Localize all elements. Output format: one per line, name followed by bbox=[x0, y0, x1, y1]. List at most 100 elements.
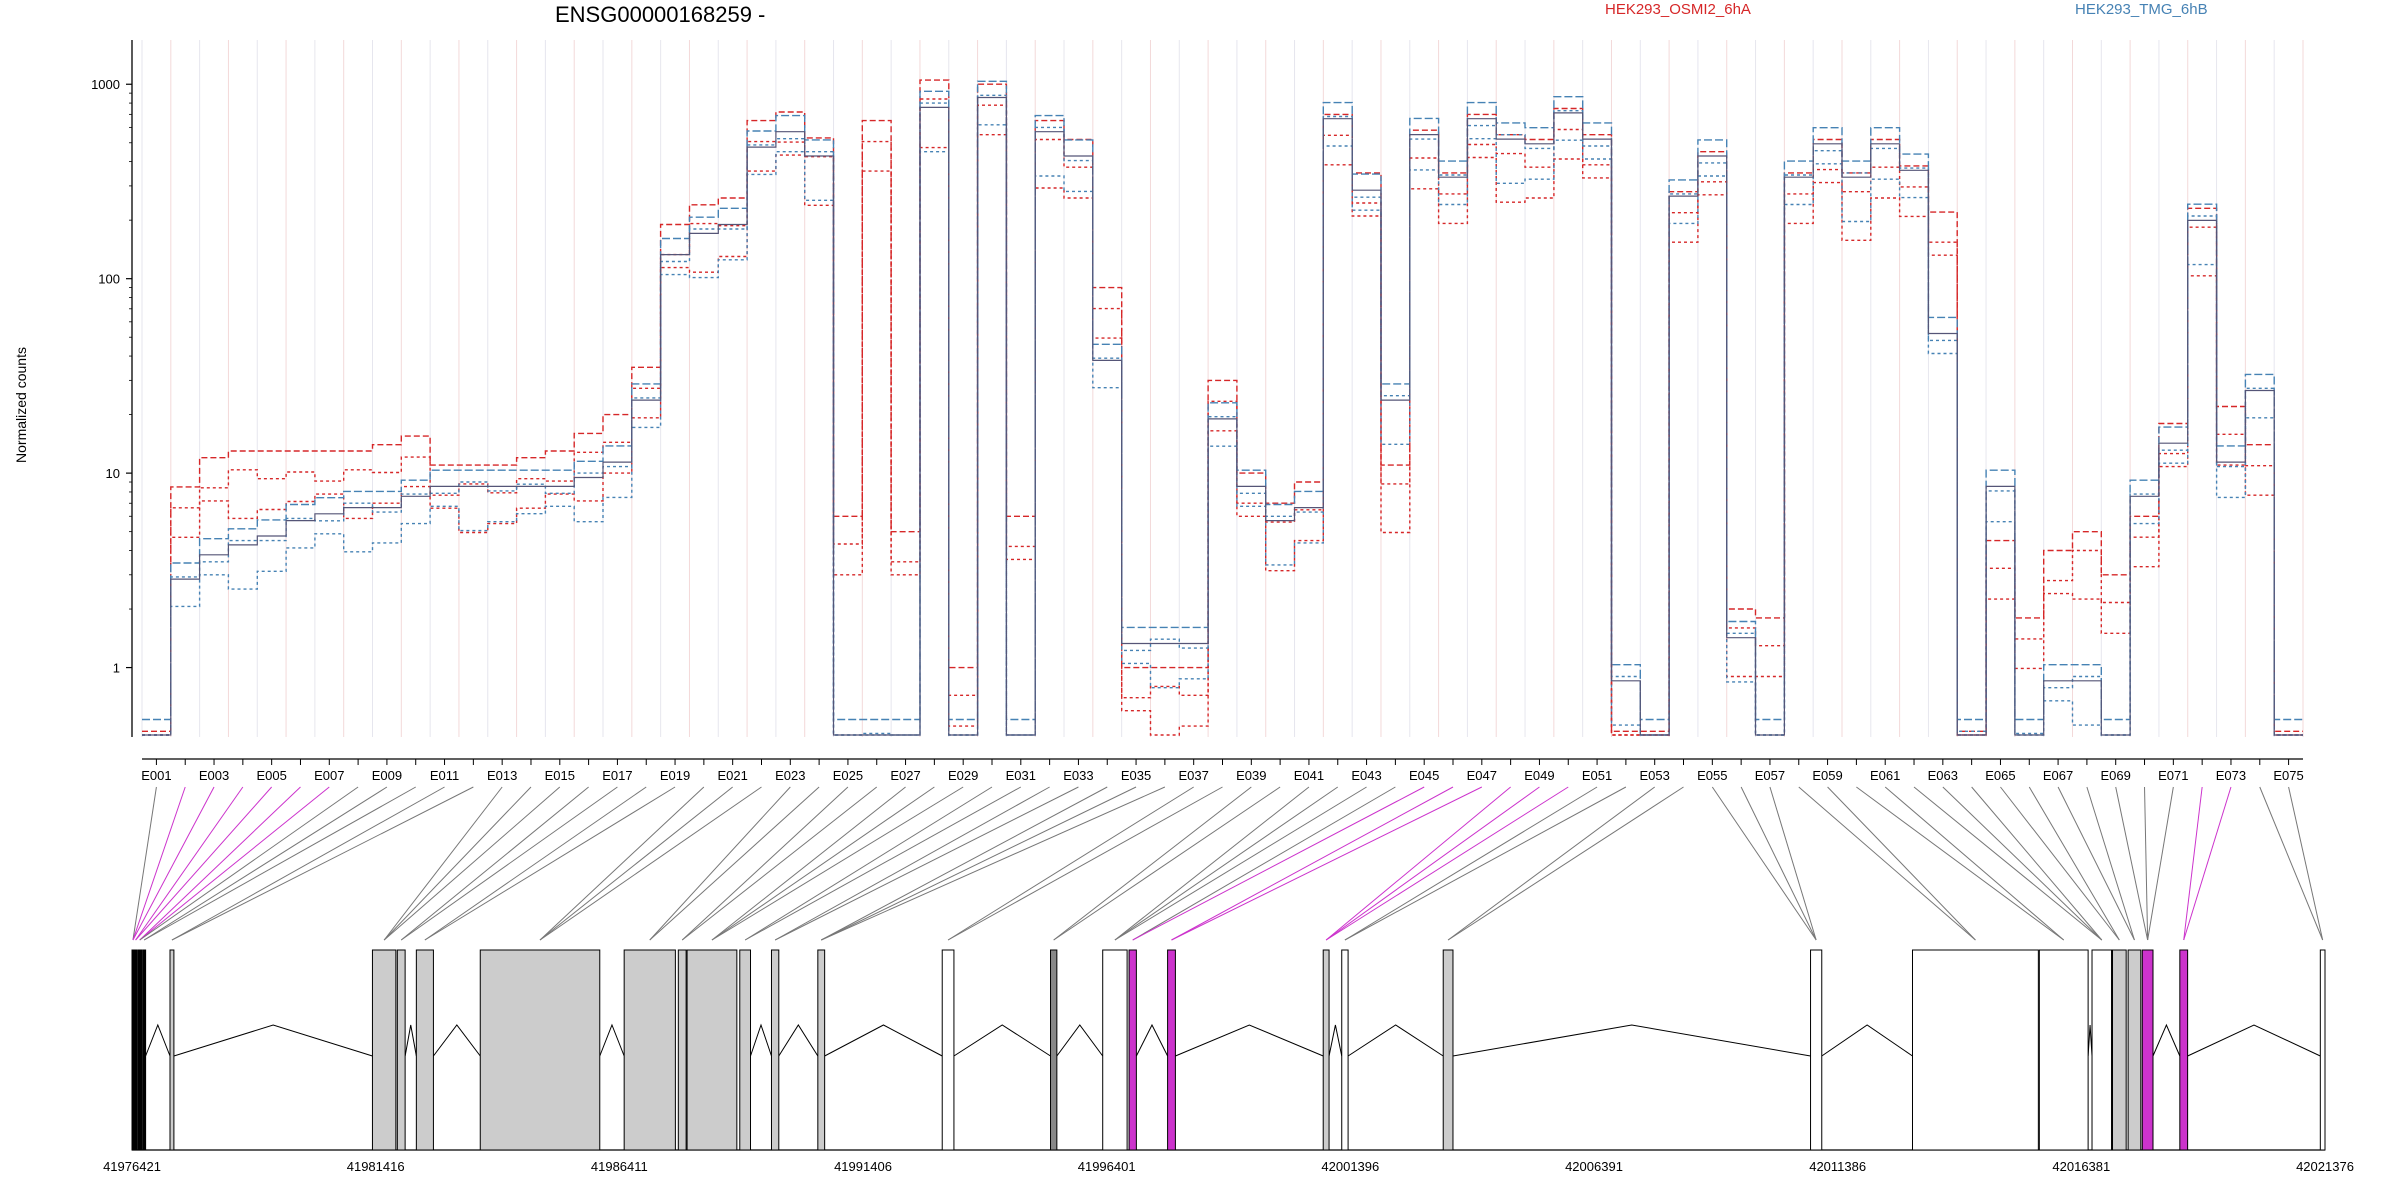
exon-connector bbox=[1325, 786, 1569, 941]
exon-connector bbox=[539, 786, 705, 941]
exon-connector bbox=[681, 786, 878, 941]
exon-connector bbox=[2183, 786, 2232, 941]
exon-tick-label: E003 bbox=[199, 768, 229, 783]
exon-connector bbox=[383, 786, 561, 941]
exon-tick-label: E019 bbox=[660, 768, 690, 783]
exon-box bbox=[142, 949, 147, 1151]
exon-tick-label: E061 bbox=[1870, 768, 1900, 783]
exon-connector bbox=[139, 786, 359, 941]
genomic-coordinate-label: 42021376 bbox=[2296, 1159, 2354, 1174]
exon-connector bbox=[132, 786, 186, 941]
intron-line bbox=[1175, 1024, 1324, 1057]
exon-tick-label: E007 bbox=[314, 768, 344, 783]
exon-connector bbox=[1740, 786, 1817, 941]
exon-box bbox=[677, 949, 687, 1151]
genomic-coordinate-label: 42016381 bbox=[2052, 1159, 2110, 1174]
exon-connector bbox=[1447, 786, 1684, 941]
exon-box bbox=[133, 949, 138, 1151]
intron-line bbox=[1135, 1023, 1169, 1057]
exon-tick-label: E013 bbox=[487, 768, 517, 783]
exon-tick-label: E021 bbox=[717, 768, 747, 783]
chart-title: ENSG00000168259 - bbox=[555, 2, 765, 27]
y-tick-label: 1 bbox=[113, 661, 120, 676]
exon-connector bbox=[1325, 786, 1540, 941]
genomic-coordinate-label: 41976421 bbox=[103, 1159, 161, 1174]
exon-tick-label: E001 bbox=[141, 768, 171, 783]
exon-box bbox=[1442, 949, 1454, 1151]
exon-tick-label: E031 bbox=[1006, 768, 1036, 783]
series-line-osmi2 bbox=[142, 134, 2303, 736]
exon-tick-label: E045 bbox=[1409, 768, 1439, 783]
exon-connector bbox=[947, 786, 1223, 941]
exon-connector bbox=[132, 786, 215, 941]
exon-box bbox=[686, 949, 738, 1151]
exon-box bbox=[817, 949, 826, 1151]
exon-connector bbox=[947, 786, 1194, 941]
exon-tick-label: E015 bbox=[545, 768, 575, 783]
exon-tick-label: E057 bbox=[1755, 768, 1785, 783]
exon-connector bbox=[1171, 786, 1483, 941]
genomic-coordinate-label: 41986411 bbox=[591, 1159, 648, 1174]
exon-tick-label: E067 bbox=[2043, 768, 2073, 783]
exon-connector bbox=[400, 786, 589, 941]
intron-line bbox=[404, 1024, 417, 1057]
exon-tick-label: E017 bbox=[602, 768, 632, 783]
exon-tick-label: E063 bbox=[1928, 768, 1958, 783]
legend-entry-osmi2[interactable]: HEK293_OSMI2_6hA bbox=[1605, 1, 1751, 18]
exon-box bbox=[371, 949, 397, 1151]
exon-connector bbox=[711, 786, 964, 941]
exon-tick-label: E035 bbox=[1121, 768, 1151, 783]
exon-box bbox=[1810, 949, 1823, 1151]
exon-connector bbox=[143, 786, 416, 941]
exon-box bbox=[2038, 949, 2089, 1151]
legend-entry-tmg[interactable]: HEK293_TMG_6hB bbox=[2075, 1, 2208, 18]
exon-box bbox=[1341, 949, 1349, 1151]
exon-connector bbox=[1114, 786, 1339, 941]
series-line-tmg bbox=[142, 94, 2303, 736]
y-tick-label: 10 bbox=[106, 466, 120, 481]
exon-box bbox=[415, 949, 434, 1151]
exon-connector bbox=[1447, 786, 1655, 941]
exon-tick-label: E023 bbox=[775, 768, 805, 783]
exon-connector bbox=[1053, 786, 1252, 941]
exon-tick-label: E027 bbox=[890, 768, 920, 783]
exon-connector bbox=[171, 786, 445, 941]
exon-box bbox=[623, 949, 676, 1151]
exon-box bbox=[2127, 949, 2142, 1151]
exon-connector bbox=[1769, 786, 1817, 941]
exon-tick-label: E041 bbox=[1294, 768, 1324, 783]
exon-connector bbox=[400, 786, 618, 941]
exon-connector bbox=[681, 786, 849, 941]
intron-line bbox=[1821, 1024, 1913, 1057]
exon-connector bbox=[1856, 786, 2065, 941]
series-lines bbox=[142, 79, 2303, 736]
series-line-tmg bbox=[142, 80, 2303, 721]
exon-box bbox=[1102, 949, 1128, 1151]
exon-tick-label: E053 bbox=[1640, 768, 1670, 783]
series-line-mean bbox=[142, 96, 2303, 736]
intron-line bbox=[750, 1023, 772, 1057]
exon-connector bbox=[383, 786, 532, 941]
exon-connector bbox=[649, 786, 791, 941]
exon-connector bbox=[1114, 786, 1367, 941]
intron-line bbox=[433, 1024, 481, 1057]
exon-connectors bbox=[132, 786, 2324, 941]
exon-connector bbox=[1132, 786, 1396, 941]
exon-connector bbox=[2115, 786, 2149, 941]
exon-box bbox=[396, 949, 406, 1151]
exon-box bbox=[169, 949, 175, 1151]
genomic-coordinate-labels: 41976421 41981416 41986411 41991406 41996401… bbox=[103, 1159, 2354, 1174]
exon-tick-label: E005 bbox=[256, 768, 286, 783]
exon-tick-label: E049 bbox=[1524, 768, 1554, 783]
exon-tick-label: E043 bbox=[1351, 768, 1381, 783]
exon-connector bbox=[2086, 786, 2135, 941]
exon-box bbox=[131, 949, 135, 1151]
exon-connector bbox=[1344, 786, 1598, 941]
exon-connector bbox=[1344, 786, 1627, 941]
exon-connector bbox=[774, 786, 1050, 941]
intron-line bbox=[1056, 1024, 1104, 1057]
exon-connector bbox=[2144, 786, 2149, 941]
exon-box bbox=[1322, 949, 1330, 1151]
exon-connector bbox=[1325, 786, 1511, 941]
